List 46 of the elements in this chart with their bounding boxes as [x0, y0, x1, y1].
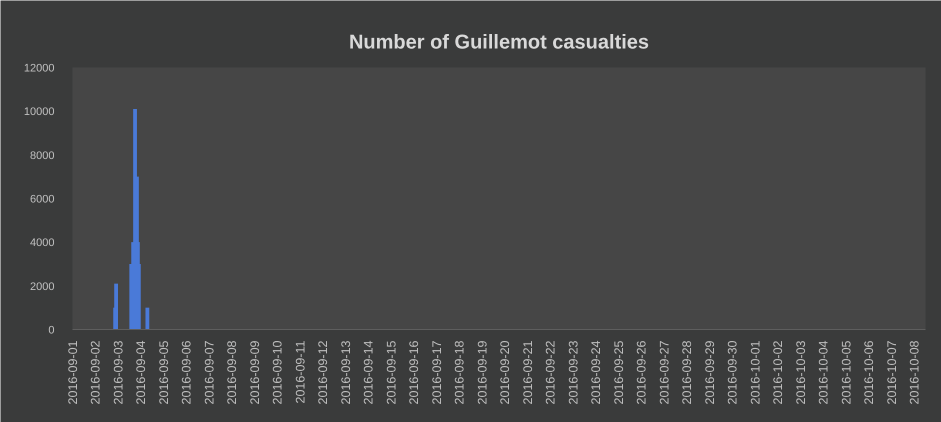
x-tick-label: 2016-09-01 [66, 340, 80, 404]
x-tick-label: 2016-09-18 [452, 340, 467, 404]
x-tick-label: 2016-09-09 [248, 340, 262, 404]
y-tick-label: 8000 [30, 150, 55, 162]
x-tick-label: 2016-09-14 [362, 340, 376, 404]
x-tick-label: 2016-09-03 [111, 340, 126, 404]
chart-title: Number of Guillemot casualties [348, 32, 650, 54]
x-tick-label: 2016-09-21 [520, 340, 535, 404]
x-tick-label: 2016-09-16 [407, 340, 422, 404]
y-tick-label: 12000 [24, 62, 55, 74]
x-tick-label: 2016-10-08 [908, 340, 922, 404]
x-tick-label: 2016-10-03 [794, 340, 808, 404]
x-tick-label: 2016-09-25 [612, 340, 626, 404]
x-tick-label: 2016-09-05 [156, 340, 171, 404]
y-tick-label: 6000 [30, 194, 55, 206]
x-tick-label: 2016-09-13 [338, 340, 353, 404]
x-tick-label: 2016-09-07 [202, 340, 216, 404]
x-tick-label: 2016-09-19 [475, 340, 490, 404]
x-tick-label: 2016-10-01 [748, 340, 762, 404]
x-tick-label: 2016-10-06 [862, 340, 876, 404]
x-tick-label: 2016-09-17 [430, 340, 444, 404]
x-tick-label: 2016-09-22 [544, 340, 558, 404]
x-tick-label: 2016-09-28 [680, 340, 694, 404]
y-tick-label: 10000 [24, 106, 55, 118]
x-tick-label: 2016-09-20 [498, 340, 512, 404]
x-tick-label: 2016-09-15 [384, 340, 398, 404]
x-tick-label: 2016-10-04 [816, 340, 831, 404]
x-tick-label: 2016-09-30 [726, 340, 740, 404]
x-tick-label: 2016-09-04 [134, 340, 148, 404]
y-tick-label: 2000 [30, 280, 55, 293]
x-tick-label: 2016-09-06 [180, 340, 194, 404]
x-tick-label: 2016-09-12 [316, 340, 330, 404]
x-tick-label: 2016-09-26 [634, 340, 649, 404]
x-tick-label: 2016-09-11 [293, 340, 308, 404]
x-tick-label: 2016-09-24 [589, 340, 604, 404]
y-tick-label: 4000 [30, 237, 55, 250]
x-tick-label: 2016-09-10 [270, 340, 285, 404]
y-tick-label: 0 [48, 324, 55, 336]
x-tick-label: 2016-10-07 [884, 340, 899, 404]
x-tick-label: 2016-09-08 [225, 340, 240, 404]
x-tick-label: 2016-09-23 [566, 340, 580, 404]
x-tick-label: 2016-09-27 [657, 340, 672, 404]
x-tick-label: 2016-09-02 [88, 340, 103, 404]
x-tick-label: 2016-10-05 [839, 340, 854, 404]
x-tick-label: 2016-09-29 [702, 340, 717, 404]
x-tick-label: 2016-10-02 [771, 340, 786, 404]
